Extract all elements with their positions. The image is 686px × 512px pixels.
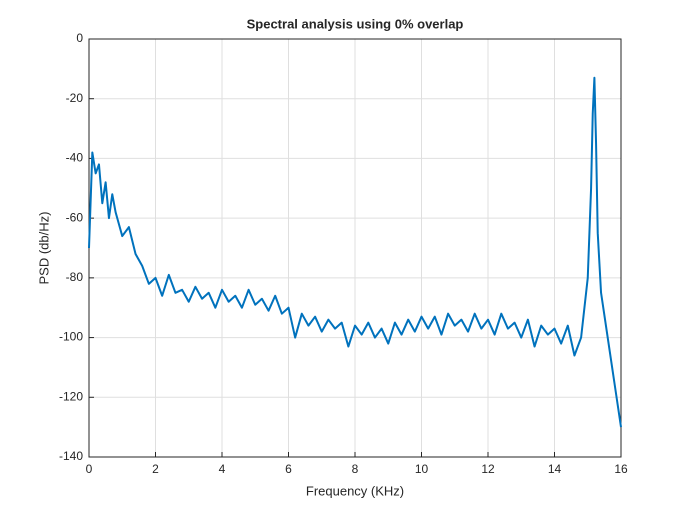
y-tick-label: 0 — [76, 31, 83, 45]
x-tick-label: 6 — [285, 462, 292, 476]
x-tick-label: 2 — [152, 462, 159, 476]
y-tick-label: -100 — [59, 330, 83, 344]
y-tick-label: -40 — [66, 151, 84, 165]
x-tick-label: 10 — [415, 462, 429, 476]
y-tick-label: -20 — [66, 91, 84, 105]
y-tick-label: -140 — [59, 449, 83, 463]
chart-title: Spectral analysis using 0% overlap — [247, 16, 464, 31]
psd-line — [88, 76, 622, 428]
y-tick-label: -80 — [66, 270, 84, 284]
x-tick-label: 14 — [548, 462, 562, 476]
x-axis-label: Frequency (KHz) — [306, 483, 404, 498]
x-tick-label: 8 — [352, 462, 359, 476]
x-tick-label: 16 — [614, 462, 628, 476]
x-tick-label: 4 — [219, 462, 226, 476]
x-tick-label: 0 — [86, 462, 93, 476]
y-tick-label: -120 — [59, 389, 83, 403]
y-axis-label: PSD (db/Hz) — [36, 212, 51, 285]
x-tick-label: 12 — [481, 462, 495, 476]
y-tick-label: -60 — [66, 210, 84, 224]
